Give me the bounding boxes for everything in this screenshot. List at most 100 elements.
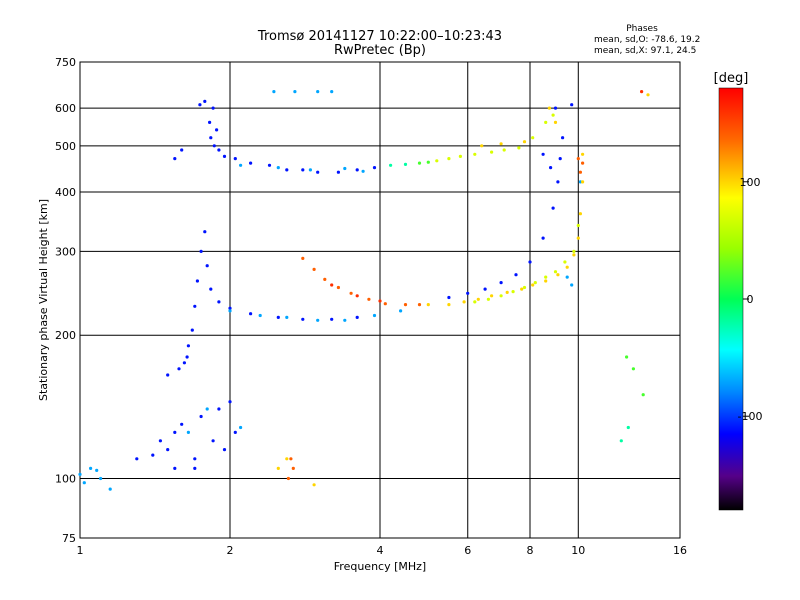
data-point — [177, 367, 181, 371]
data-point — [203, 99, 207, 103]
data-point — [570, 283, 574, 287]
data-point — [551, 206, 555, 210]
data-point — [367, 297, 371, 301]
data-point — [514, 273, 518, 277]
data-point — [312, 483, 316, 487]
y-axis-ticks: 75 100 200 300 400 500 600 750 — [55, 56, 76, 545]
data-point — [547, 106, 552, 110]
data-point — [190, 328, 194, 332]
data-point — [228, 306, 232, 310]
data-point — [209, 136, 213, 140]
data-point — [222, 448, 227, 452]
data-point — [186, 344, 190, 348]
data-point — [502, 148, 506, 152]
data-point — [447, 295, 451, 300]
data-point — [211, 439, 215, 443]
data-point — [276, 166, 280, 170]
x-axis-label: Frequency [MHz] — [334, 560, 426, 573]
colorbar-tick-label: 100 — [740, 176, 761, 189]
data-point — [285, 457, 289, 461]
data-point — [276, 315, 280, 319]
stats-o-line: mean, sd,O: -78.6, 19.2 — [594, 35, 700, 45]
data-point — [399, 309, 403, 313]
data-point — [108, 487, 112, 491]
data-point — [578, 212, 583, 216]
colorbar-tick-label: -100 — [738, 410, 763, 423]
data-point — [249, 161, 253, 165]
data-point — [417, 161, 422, 165]
data-point — [389, 163, 393, 167]
data-point — [619, 439, 623, 443]
data-point — [312, 267, 316, 271]
x-axis-ticks: 1 2 4 6 8 10 16 — [77, 544, 688, 557]
data-point — [222, 154, 227, 158]
data-point — [553, 106, 558, 110]
data-point — [316, 170, 320, 174]
data-point — [258, 313, 262, 318]
data-point — [336, 170, 340, 174]
data-point — [631, 367, 636, 371]
data-point — [217, 148, 221, 152]
data-point — [349, 291, 353, 295]
data-point — [426, 303, 430, 307]
data-point — [576, 236, 580, 240]
data-point — [544, 275, 548, 279]
data-point — [641, 393, 645, 397]
x-tick-label: 4 — [377, 544, 384, 557]
colorbar-ticks: 100 0 -100 — [738, 176, 763, 423]
data-point — [198, 103, 202, 107]
data-point — [556, 273, 560, 277]
data-point — [209, 287, 213, 291]
data-points — [78, 90, 650, 491]
data-point — [499, 281, 503, 285]
data-point — [211, 106, 215, 110]
data-point — [383, 302, 387, 306]
data-point — [581, 180, 585, 184]
data-point — [249, 312, 253, 316]
data-point — [355, 294, 359, 298]
data-point — [531, 283, 535, 287]
data-point — [228, 400, 232, 404]
data-point — [316, 318, 320, 322]
data-point — [558, 157, 562, 161]
data-point — [646, 93, 650, 97]
data-point — [499, 294, 503, 298]
data-point — [99, 476, 103, 481]
data-point — [473, 152, 477, 156]
data-point — [166, 373, 170, 377]
data-point — [301, 168, 305, 172]
x-tick-label: 8 — [527, 544, 534, 557]
data-point — [578, 180, 583, 184]
data-point — [403, 303, 408, 307]
data-point — [561, 136, 565, 140]
data-point — [372, 313, 377, 318]
data-point — [466, 291, 470, 295]
data-point — [291, 466, 295, 470]
data-point — [330, 90, 334, 94]
data-point — [476, 297, 480, 301]
data-point — [276, 466, 280, 470]
data-point — [301, 317, 305, 321]
data-point — [447, 303, 451, 307]
data-point — [520, 287, 524, 291]
chart-subtitle: RwPretec (Bp) — [334, 43, 426, 58]
data-point — [522, 140, 527, 144]
data-point — [95, 468, 99, 472]
data-point — [205, 264, 209, 268]
data-point — [151, 453, 155, 457]
data-point — [581, 152, 585, 156]
colorbar-tick-label: 0 — [747, 293, 754, 306]
colorbar — [718, 87, 744, 511]
data-point — [473, 300, 477, 304]
y-tick-label: 200 — [55, 329, 76, 342]
data-point — [553, 270, 558, 274]
data-point — [182, 361, 186, 365]
data-point — [336, 285, 340, 290]
data-point — [217, 407, 221, 411]
data-point — [490, 294, 494, 298]
data-point — [195, 279, 199, 283]
data-point — [490, 150, 494, 154]
data-point — [199, 414, 203, 419]
data-point — [458, 154, 462, 158]
data-point — [343, 166, 347, 171]
